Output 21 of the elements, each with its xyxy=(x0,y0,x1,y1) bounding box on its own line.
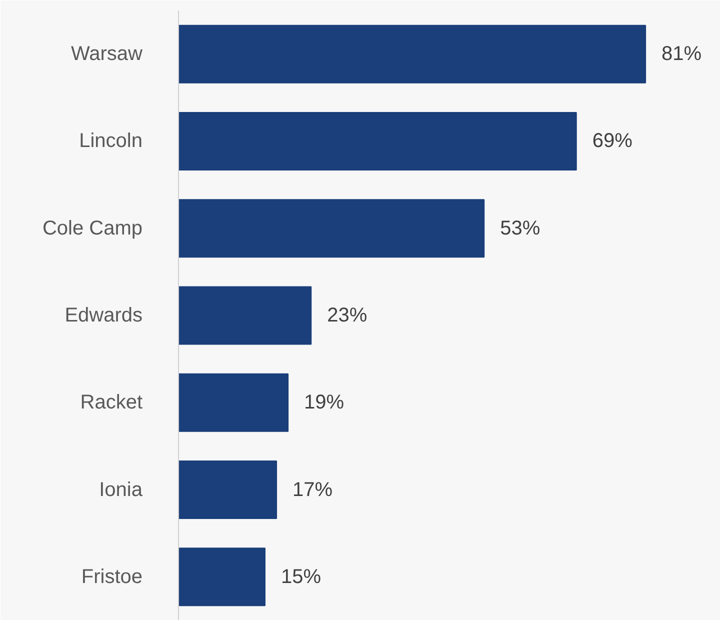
y-tick-label: Ionia xyxy=(99,478,144,501)
y-tick-label: Edwards xyxy=(64,304,142,326)
data-label: 53% xyxy=(500,217,540,240)
bar xyxy=(178,24,646,84)
data-label: 69% xyxy=(592,130,633,152)
y-tick-label: Lincoln xyxy=(79,130,143,152)
data-label: 19% xyxy=(304,392,344,414)
bar xyxy=(178,373,289,432)
bar xyxy=(178,286,312,345)
bar xyxy=(178,548,266,606)
bar xyxy=(178,460,278,520)
y-tick-label: Fristoe xyxy=(81,566,142,588)
y-tick-label: Racket xyxy=(80,392,143,414)
data-label: 23% xyxy=(327,304,368,326)
bar xyxy=(178,112,577,170)
y-tick-label: Warsaw xyxy=(71,43,144,66)
data-label: 17% xyxy=(292,478,333,501)
y-tick-label: Cole Camp xyxy=(42,217,143,240)
bar xyxy=(178,199,485,258)
data-label: 15% xyxy=(280,566,322,588)
data-label: 81% xyxy=(662,43,702,66)
